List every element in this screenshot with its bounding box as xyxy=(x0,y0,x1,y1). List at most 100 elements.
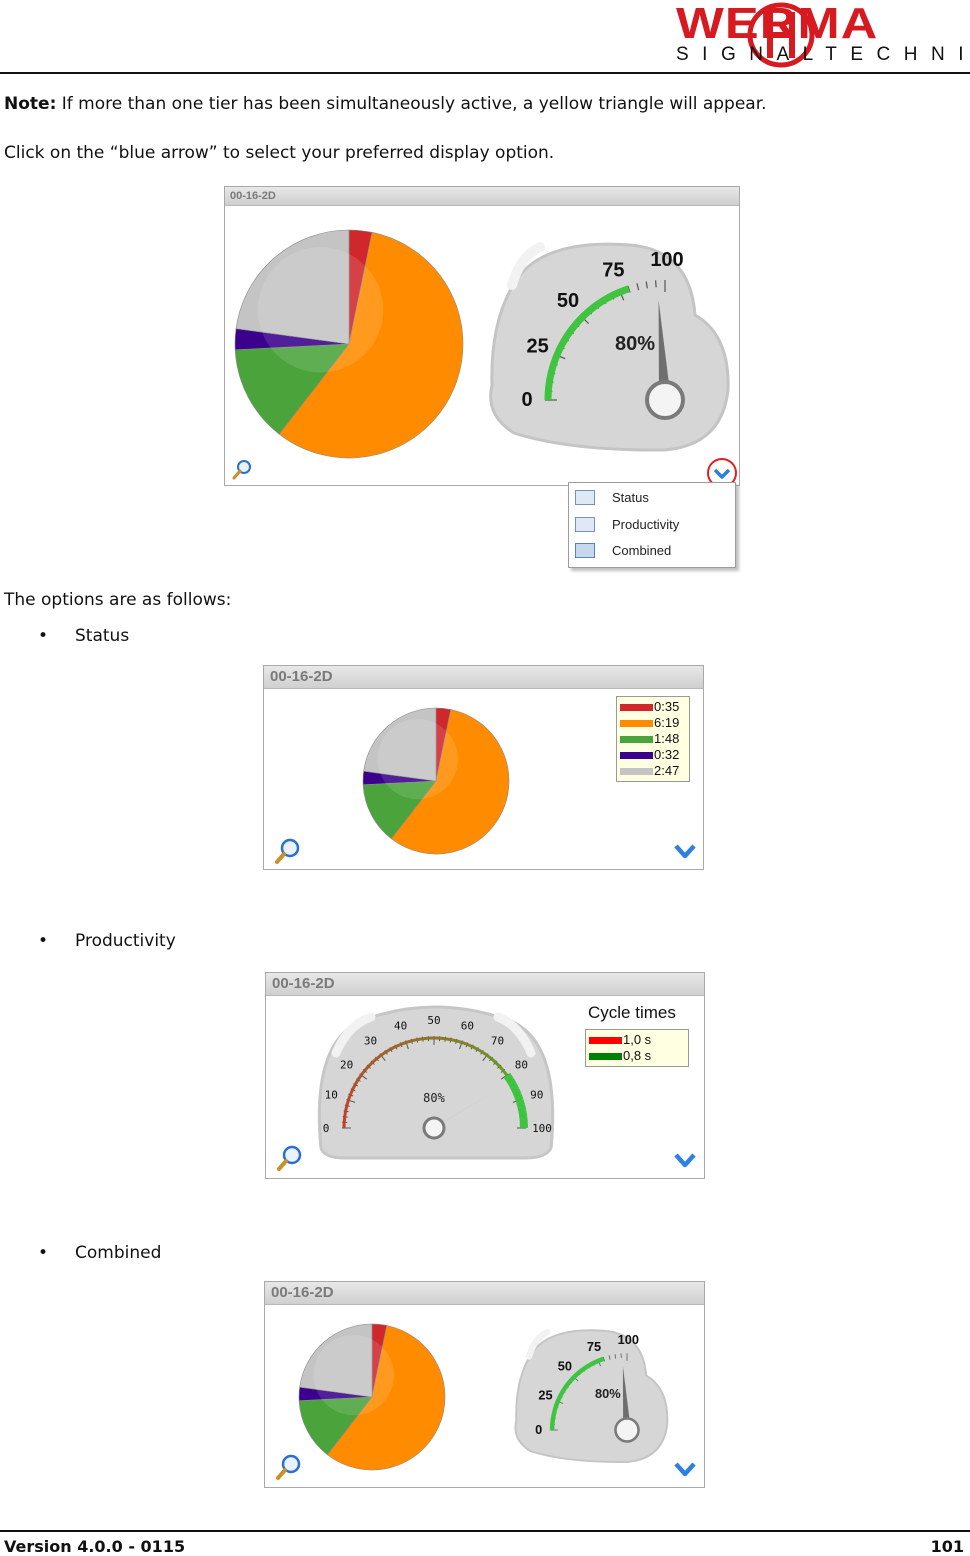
note-label: Note: xyxy=(4,94,57,114)
widget-productivity: 00-16-2D 0 10 20 30 40 50 60 70 80 90 100 80% Cycle… xyxy=(265,972,705,1179)
gauge-arc-segment xyxy=(455,1039,463,1044)
legend-label: 0:35 xyxy=(654,699,680,714)
gauge-arc-segment xyxy=(517,1104,527,1113)
gauge-arc-segment xyxy=(371,1057,378,1064)
menu-item-status[interactable]: Status xyxy=(569,485,735,511)
gauge-tick-label: 20 xyxy=(340,1059,353,1072)
gauge-tick xyxy=(346,1099,356,1103)
pie-gloss xyxy=(377,718,458,800)
gauge-handle xyxy=(331,1012,376,1058)
gauge-arc-segment xyxy=(511,1088,522,1097)
gauge-tick-label: 50 xyxy=(557,290,579,312)
gauge-arc-segment xyxy=(518,1110,528,1118)
gauge-tick-label: 25 xyxy=(527,335,549,357)
gauge-arc-segment xyxy=(405,1039,413,1044)
chevron-down-icon xyxy=(674,1153,696,1168)
productivity-icon xyxy=(575,517,595,532)
pie-slice-6:19 xyxy=(390,709,510,855)
gauge-arc-segment xyxy=(356,1074,363,1081)
gauge-arc-segment xyxy=(411,1038,418,1043)
gauge-small: 0 25 50 75 100 80% xyxy=(514,1328,669,1463)
status-icon xyxy=(575,490,595,505)
pie-slice-2:47 xyxy=(363,707,437,782)
pie-chart xyxy=(298,1323,446,1471)
gauge-arc-segment xyxy=(380,1050,387,1057)
legend-row: 0:32 xyxy=(620,747,686,763)
pie-slice-2:47 xyxy=(299,1323,373,1398)
pie-slice-1:48 xyxy=(234,343,350,435)
gauge-arc-segment xyxy=(385,1047,392,1054)
bullet-dot: • xyxy=(38,931,49,951)
combined-icon xyxy=(575,543,595,558)
gauge-arc-segment xyxy=(343,1110,348,1117)
gauge-arc-segment xyxy=(416,1037,423,1042)
legend-label: 1,0 s xyxy=(623,1032,652,1047)
gauge-tick-label: 0 xyxy=(535,1422,542,1437)
gauge-arc-segment xyxy=(490,1057,497,1064)
gauge-tick xyxy=(379,1053,386,1062)
werma-logo-emblem xyxy=(747,2,815,68)
widget-combined-main: 00-16-2D 0 25 50 75 100 80% xyxy=(224,186,740,487)
gauge-tick xyxy=(608,1355,611,1360)
gauge-handle xyxy=(525,1328,551,1360)
gauge-arc-segment xyxy=(351,1083,357,1091)
gauge-arc-segment xyxy=(348,1089,354,1096)
gauge-tick-label: 60 xyxy=(461,1019,474,1032)
pie-gloss xyxy=(313,1334,394,1416)
gauge-tick-label: 30 xyxy=(364,1035,377,1048)
menu-item-combined[interactable]: Combined xyxy=(569,538,735,564)
gauge-tick-label: 100 xyxy=(650,249,683,271)
gauge-tick xyxy=(405,1040,409,1050)
gauge-tick xyxy=(359,1073,368,1080)
gauge-tick-label: 40 xyxy=(394,1019,407,1032)
gauge-arc-segment xyxy=(346,1094,352,1101)
gauge-arc-segment xyxy=(353,1079,360,1086)
gauge-arc-segment xyxy=(363,1065,370,1072)
gauge-tick-label: 80 xyxy=(515,1059,528,1072)
gauge-needle xyxy=(622,1366,631,1430)
legend-row: 0:35 xyxy=(620,699,686,715)
gauge-value-arc xyxy=(544,285,630,401)
widget-graphics: 0 25 50 75 100 80% xyxy=(276,1323,696,1480)
gauge-tick xyxy=(614,1354,617,1359)
zoom-icon xyxy=(275,838,300,864)
gauge-tick xyxy=(636,283,640,291)
gauge-tick-label: 0 xyxy=(521,389,532,411)
gauge-arc-segment xyxy=(439,1036,446,1041)
legend-row: 1:48 xyxy=(620,731,686,747)
gauge-needle xyxy=(658,300,671,400)
gauge-arc-segment xyxy=(422,1036,429,1041)
gauge-arc-segment xyxy=(515,1099,526,1107)
gauge-tick-label: 50 xyxy=(558,1358,572,1373)
gauge-arc-segment xyxy=(476,1047,483,1054)
gauge-arc-segment xyxy=(485,1054,493,1060)
bullet-status-label: Status xyxy=(75,626,130,646)
gauge-tick-label: 50 xyxy=(427,1014,440,1027)
menu-item-label: Productivity xyxy=(612,517,680,532)
menu-item-productivity[interactable]: Productivity xyxy=(569,512,735,538)
gauge-arc-segment xyxy=(471,1045,479,1051)
gauge-arc-segment xyxy=(519,1116,528,1123)
gauge-tick-label: 70 xyxy=(491,1035,504,1048)
gauge-hub xyxy=(614,1417,640,1443)
gauge-tick-label: 0 xyxy=(323,1122,330,1135)
legend-row: 6:19 xyxy=(620,715,686,731)
brand-wordmark: WERMA xyxy=(676,0,879,48)
pie-slice-6:19 xyxy=(326,1325,446,1471)
gauge-arc-segment xyxy=(344,1105,349,1112)
header-rule xyxy=(0,72,970,74)
gauge-arc-segment xyxy=(466,1042,473,1048)
gauge-arc-segment xyxy=(342,1116,347,1123)
zoom-icon xyxy=(276,1454,301,1480)
chevron-down-icon xyxy=(674,844,696,859)
gauge-tick-label: 90 xyxy=(530,1089,543,1102)
gauge-tick xyxy=(459,1040,463,1050)
gauge-needle xyxy=(429,1087,501,1131)
widget-graphics: 0 25 50 75 100 80% xyxy=(232,229,737,487)
gauge-arc-segment xyxy=(389,1045,397,1051)
footer-version: Version 4.0.0 - 0115 xyxy=(4,1537,186,1556)
gauge-tick-label: 75 xyxy=(602,260,624,282)
bullet-dot: • xyxy=(38,626,49,646)
gauge-tick-label: 10 xyxy=(325,1089,338,1102)
cycle-times-title: Cycle times xyxy=(588,1003,676,1022)
